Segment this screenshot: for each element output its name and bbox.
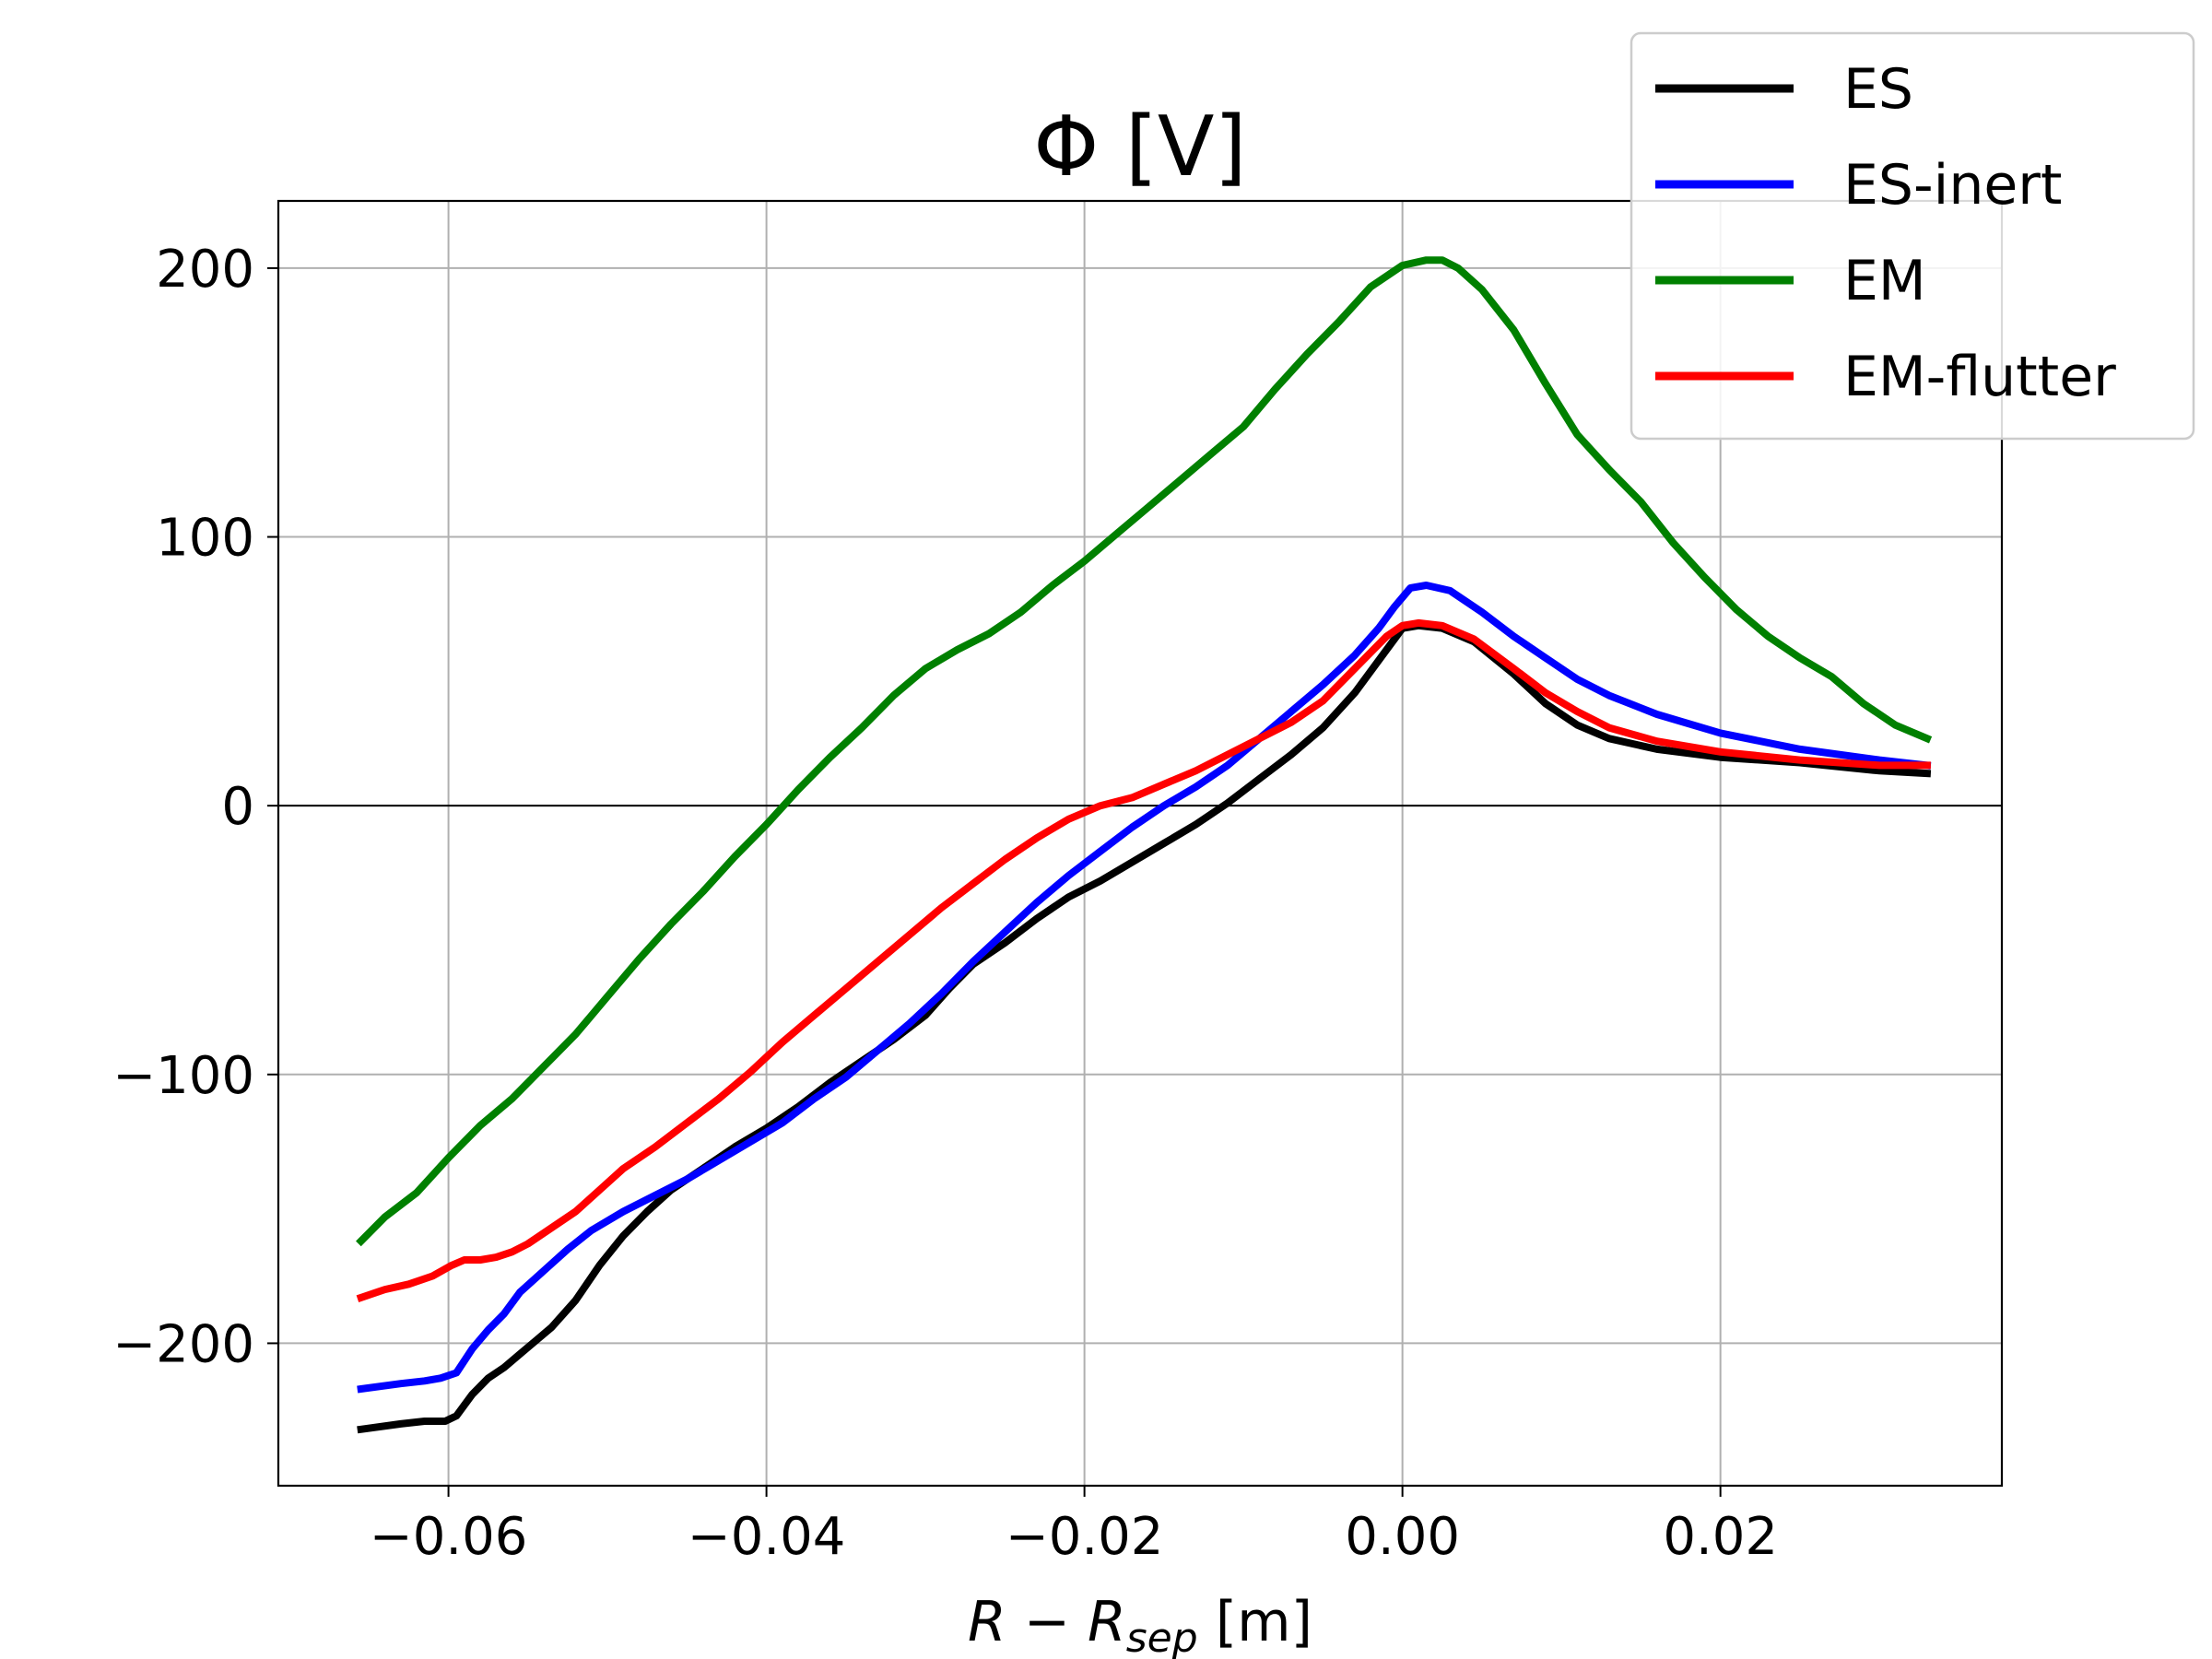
y-tick-label: 0 [221,777,254,837]
y-tick-label: −200 [112,1314,254,1374]
legend-label: EM-flutter [1843,345,2116,409]
x-tick-label: −0.02 [1006,1507,1164,1567]
x-tick-label: −0.06 [370,1507,528,1567]
plot-frame [276,199,2004,1488]
x-axis-label: R − Rsep [m] [968,1590,1312,1659]
x-axis-label-unit: [m] [1198,1590,1312,1654]
y-axis-ticks: −200 −100 0 100 200 [112,240,278,1374]
series-line-em [356,256,1933,1247]
legend-label: ES-inert [1843,153,2062,218]
series-line-es-inert [357,582,1932,1394]
y-tick-label: 100 [156,509,254,569]
x-tick-label: 0.00 [1345,1507,1460,1567]
x-tick-label: 0.02 [1663,1507,1778,1567]
x-axis-ticks: −0.06 −0.04 −0.02 0.00 0.02 [370,1486,1778,1567]
legend-label: ES [1843,57,1913,122]
legend: ES ES-inert EM EM-flutter [1630,31,2195,441]
chart-title: Φ [V] [1033,99,1246,195]
x-tick-label: −0.04 [688,1507,846,1567]
legend-label: EM [1843,249,1926,313]
y-tick-label: 200 [156,240,254,300]
y-tick-label: −100 [112,1046,254,1106]
x-axis-label-base: R − R [968,1590,1126,1654]
series-lines [356,256,1933,1434]
legend-frame [1630,31,2195,441]
x-axis-label-subscript: sep [1126,1615,1198,1659]
series-line-em-flutter [356,618,1931,1302]
